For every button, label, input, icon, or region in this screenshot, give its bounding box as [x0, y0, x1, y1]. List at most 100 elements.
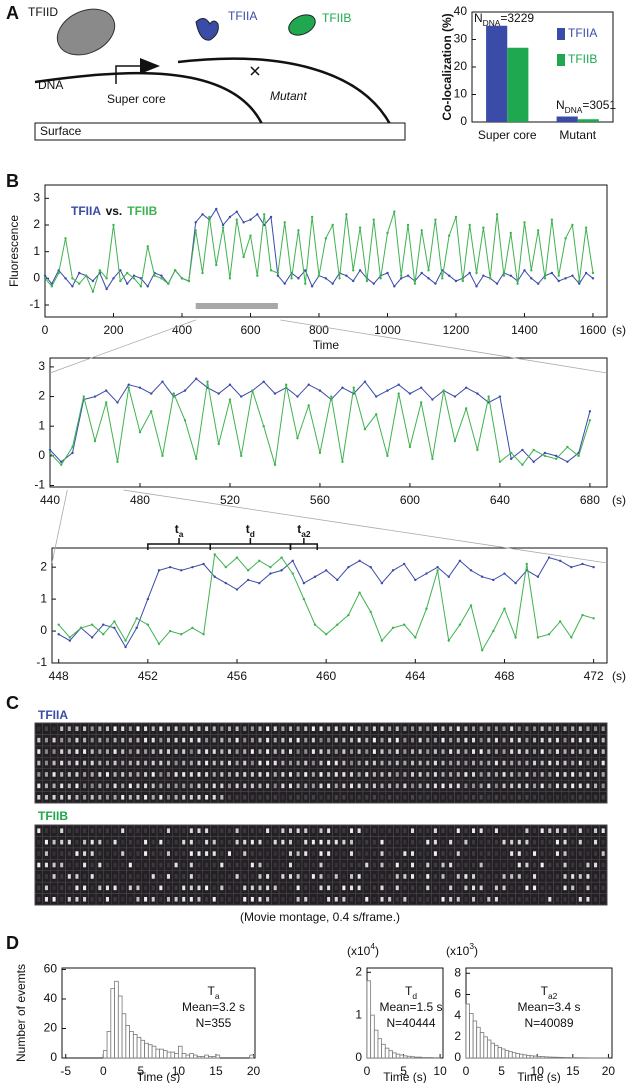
montage-spot	[205, 874, 209, 879]
trace-point	[341, 386, 344, 389]
montage-spot	[136, 862, 140, 868]
montage-spot	[235, 783, 239, 789]
montage-spot	[365, 862, 369, 868]
montage-spot	[250, 874, 254, 879]
montage-spot	[472, 839, 476, 845]
montage-spot	[205, 828, 209, 833]
y-tick-label: 0	[50, 1050, 57, 1064]
montage-spot	[281, 874, 285, 879]
montage-spot	[533, 839, 537, 845]
trace-point	[206, 380, 209, 383]
montage-spot	[52, 783, 56, 789]
trace-point	[427, 277, 430, 280]
montage-spot	[136, 851, 140, 856]
trace-point	[454, 215, 458, 219]
trace-point	[324, 569, 328, 572]
montage-spot	[327, 783, 331, 789]
montage-spot	[144, 874, 148, 879]
trace-point	[168, 565, 172, 569]
montage-spot	[197, 897, 201, 902]
montage-spot	[151, 760, 155, 766]
trace-point	[386, 389, 389, 392]
montage-spot	[441, 874, 445, 879]
montage-spot	[327, 749, 331, 754]
montage-spot	[594, 874, 598, 879]
montage-spot	[144, 795, 148, 800]
montage-spot	[464, 874, 468, 879]
montage-spot	[128, 726, 132, 731]
montage-spot	[174, 749, 178, 754]
hist-bar	[136, 1036, 142, 1059]
montage-spot	[159, 897, 163, 902]
trace-point	[509, 457, 513, 461]
trace-point	[558, 620, 562, 623]
montage-spot	[113, 885, 117, 891]
montage-spot	[174, 772, 178, 777]
hist-bar	[465, 1003, 470, 1059]
montage-spot	[586, 737, 590, 743]
trace-point	[329, 395, 333, 398]
trace-point	[521, 463, 524, 466]
montage-spot	[533, 851, 537, 856]
montage-spot	[502, 760, 506, 766]
montage-spot	[182, 851, 186, 856]
montage-spot	[75, 828, 79, 833]
trace-point	[258, 581, 261, 585]
y-tick-label: 40	[454, 4, 468, 18]
montage-spot	[189, 839, 193, 845]
montage-spot	[37, 749, 41, 754]
trace	[44, 211, 594, 294]
montage-spot	[273, 828, 277, 833]
trace-point	[414, 578, 417, 582]
montage-spot	[304, 885, 308, 891]
montage-spot	[472, 851, 476, 856]
montage-spot	[105, 828, 109, 833]
montage-spot	[479, 737, 483, 743]
montage-spot	[334, 897, 338, 902]
y-axis-label: Co-localization (%)	[440, 13, 454, 120]
hist-bar	[486, 1039, 492, 1059]
trace-point	[297, 229, 300, 232]
trace-point	[217, 392, 220, 395]
trace-point	[138, 386, 142, 389]
montage-spot	[113, 772, 117, 777]
y-tick-label: 1	[40, 591, 47, 605]
trace-point	[464, 386, 468, 389]
montage-spot	[594, 795, 598, 800]
montage-spot	[548, 862, 552, 868]
x-tick-label: Mutant	[559, 128, 596, 142]
montage-spot	[227, 737, 232, 743]
montage-spot	[487, 737, 491, 743]
hist-bar	[174, 1053, 179, 1059]
trace-point	[482, 274, 485, 277]
montage-spot	[533, 897, 537, 902]
hist-bar	[399, 1054, 404, 1059]
montage-spot	[212, 760, 216, 766]
trace-point	[331, 282, 334, 285]
hist-bar	[508, 1051, 513, 1059]
montage-spot	[235, 772, 239, 777]
trace-point	[71, 451, 74, 455]
montage-spot	[388, 760, 392, 766]
montage-spot	[189, 737, 193, 743]
montage-spot	[464, 828, 468, 833]
annotation-part: N	[474, 11, 483, 25]
panel-label: B	[6, 171, 19, 191]
montage-spot	[487, 760, 491, 766]
montage-spot	[304, 851, 308, 856]
montage-spot	[159, 839, 163, 845]
hist-bar	[381, 1043, 386, 1059]
trace-point	[43, 274, 47, 277]
montage-spot	[449, 885, 453, 891]
montage-spot	[372, 828, 376, 833]
trace-point	[269, 572, 272, 575]
montage-spot	[441, 897, 445, 902]
montage-spot	[433, 897, 437, 902]
montage-spot	[601, 749, 605, 754]
trace-point	[146, 245, 149, 248]
montage-spot	[105, 783, 109, 789]
montage-spot	[113, 839, 117, 845]
trace-point	[302, 597, 306, 601]
montage-spot	[98, 828, 102, 833]
trace-point	[313, 575, 317, 578]
